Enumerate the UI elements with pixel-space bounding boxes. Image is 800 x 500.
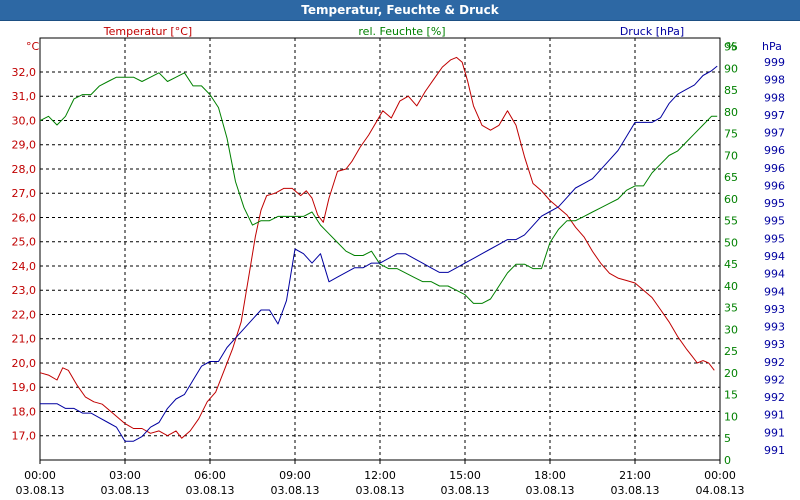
temp-tick-label: 25,0 bbox=[12, 236, 37, 249]
humidity-tick-label: 50 bbox=[724, 236, 738, 249]
temp-tick-label: 31,0 bbox=[12, 90, 37, 103]
temp-axis-title: Temperatur [°C] bbox=[103, 25, 192, 38]
pressure-tick-label: 996 bbox=[764, 179, 785, 192]
x-tick-time: 00:00 bbox=[704, 469, 736, 482]
pressure-tick-label: 997 bbox=[764, 127, 785, 140]
humidity-axis-title: rel. Feuchte [%] bbox=[358, 25, 445, 38]
pressure-tick-label: 996 bbox=[764, 144, 785, 157]
temp-unit-label: °C bbox=[26, 40, 40, 53]
x-tick-time: 21:00 bbox=[619, 469, 651, 482]
humidity-unit-label: % bbox=[726, 40, 736, 53]
pressure-tick-label: 995 bbox=[764, 215, 785, 228]
pressure-tick-label: 992 bbox=[764, 391, 785, 404]
pressure-tick-label: 994 bbox=[764, 285, 785, 298]
temp-tick-label: 26,0 bbox=[12, 211, 37, 224]
pressure-tick-label: 994 bbox=[764, 250, 785, 263]
humidity-tick-label: 45 bbox=[724, 258, 738, 271]
pressure-tick-label: 996 bbox=[764, 162, 785, 175]
pressure-tick-label: 998 bbox=[764, 91, 785, 104]
temp-tick-label: 24,0 bbox=[12, 260, 37, 273]
temperature-line bbox=[39, 56, 715, 439]
grid bbox=[39, 37, 721, 461]
axes-layer: 00:00 03.08.13 03:00 03.08.13 06:00 03.08.13 0… bbox=[12, 25, 786, 497]
temp-tick-label: 32,0 bbox=[12, 66, 37, 79]
x-tick-date: 03.08.13 bbox=[101, 484, 150, 497]
humidity-tick-label: 10 bbox=[724, 410, 738, 423]
humidity-tick-label: 5 bbox=[724, 432, 731, 445]
temp-tick-label: 17,0 bbox=[12, 430, 37, 443]
pressure-tick-label: 992 bbox=[764, 356, 785, 369]
chart-title-bar: Temperatur, Feuchte & Druck bbox=[0, 0, 800, 21]
pressure-tick-label: 991 bbox=[764, 409, 785, 422]
pressure-tick-label: 998 bbox=[764, 74, 785, 87]
temp-tick-label: 19,0 bbox=[12, 381, 37, 394]
pressure-tick-label: 995 bbox=[764, 232, 785, 245]
pressure-unit-label: hPa bbox=[762, 40, 782, 53]
temp-tick-label: 28,0 bbox=[12, 163, 37, 176]
x-tick-date: 03.08.13 bbox=[16, 484, 65, 497]
humidity-tick-label: 65 bbox=[724, 171, 738, 184]
humidity-tick-label: 70 bbox=[724, 149, 738, 162]
chart-title: Temperatur, Feuchte & Druck bbox=[301, 3, 499, 17]
pressure-tick-label: 994 bbox=[764, 268, 785, 281]
humidity-tick-label: 90 bbox=[724, 62, 738, 75]
temp-tick-label: 21,0 bbox=[12, 333, 37, 346]
pressure-axis-title: Druck [hPa] bbox=[620, 25, 684, 38]
x-tick-date: 03.08.13 bbox=[271, 484, 320, 497]
pressure-tick-label: 999 bbox=[764, 56, 785, 69]
humidity-tick-label: 0 bbox=[724, 454, 731, 467]
x-tick-time: 09:00 bbox=[279, 469, 311, 482]
pressure-tick-label: 991 bbox=[764, 426, 785, 439]
humidity-tick-label: 40 bbox=[724, 280, 738, 293]
humidity-tick-label: 95 bbox=[724, 41, 738, 54]
pressure-tick-label: 993 bbox=[764, 321, 785, 334]
x-tick-date: 03.08.13 bbox=[186, 484, 235, 497]
x-tick-time: 03:00 bbox=[109, 469, 141, 482]
x-tick-date: 03.08.13 bbox=[441, 484, 490, 497]
humidity-tick-label: 85 bbox=[724, 84, 738, 97]
humidity-tick-label: 25 bbox=[724, 345, 738, 358]
x-tick-time: 00:00 bbox=[24, 469, 56, 482]
x-tick-time: 12:00 bbox=[364, 469, 396, 482]
pressure-tick-label: 991 bbox=[764, 444, 785, 457]
x-tick-date: 04.08.13 bbox=[696, 484, 745, 497]
temp-tick-label: 18,0 bbox=[12, 405, 37, 418]
x-tick-date: 03.08.13 bbox=[526, 484, 575, 497]
temp-tick-label: 30,0 bbox=[12, 114, 37, 127]
humidity-tick-label: 75 bbox=[724, 128, 738, 141]
temp-tick-label: 20,0 bbox=[12, 357, 37, 370]
humidity-tick-label: 55 bbox=[724, 215, 738, 228]
pressure-tick-label: 993 bbox=[764, 303, 785, 316]
humidity-tick-label: 15 bbox=[724, 389, 738, 402]
pressure-line bbox=[40, 65, 718, 442]
humidity-tick-label: 60 bbox=[724, 193, 738, 206]
humidity-tick-label: 80 bbox=[724, 106, 738, 119]
x-tick-date: 03.08.13 bbox=[611, 484, 660, 497]
pressure-tick-label: 995 bbox=[764, 197, 785, 210]
temp-tick-label: 29,0 bbox=[12, 139, 37, 152]
humidity-tick-label: 30 bbox=[724, 323, 738, 336]
pressure-tick-label: 993 bbox=[764, 338, 785, 351]
humidity-line bbox=[39, 72, 718, 304]
x-tick-time: 06:00 bbox=[194, 469, 226, 482]
pressure-tick-label: 997 bbox=[764, 109, 785, 122]
temp-tick-label: 23,0 bbox=[12, 284, 37, 297]
temp-tick-label: 22,0 bbox=[12, 308, 37, 321]
humidity-tick-label: 20 bbox=[724, 367, 738, 380]
humidity-tick-label: 35 bbox=[724, 302, 738, 315]
x-tick-date: 03.08.13 bbox=[356, 484, 405, 497]
series-layer bbox=[39, 56, 718, 442]
x-tick-time: 18:00 bbox=[534, 469, 566, 482]
x-tick-time: 15:00 bbox=[449, 469, 481, 482]
temp-tick-label: 27,0 bbox=[12, 187, 37, 200]
pressure-tick-label: 992 bbox=[764, 373, 785, 386]
